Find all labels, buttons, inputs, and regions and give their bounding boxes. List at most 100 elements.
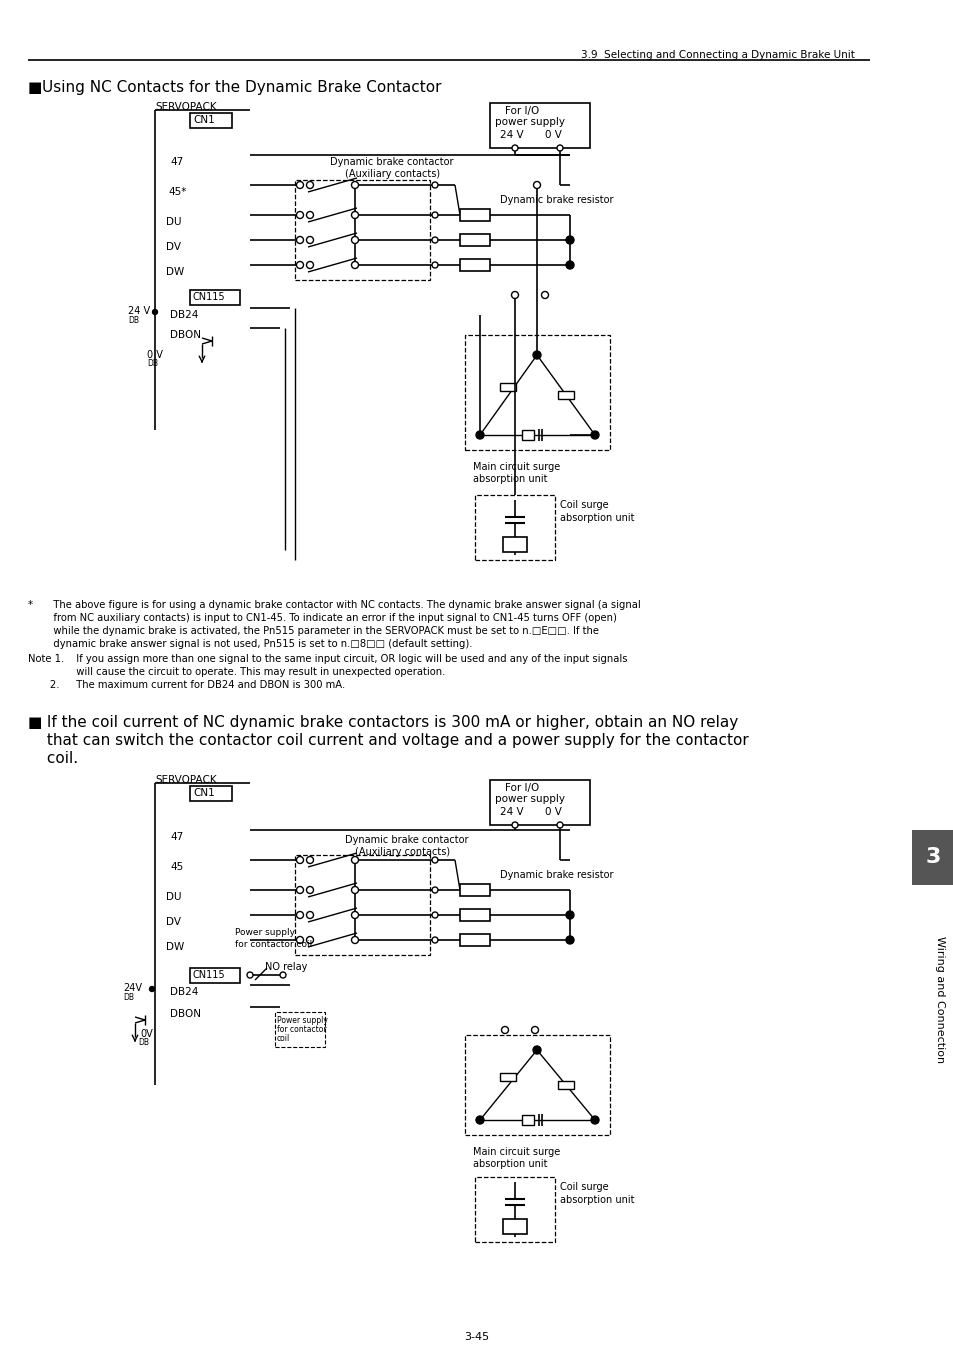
Circle shape [565, 936, 574, 944]
Text: CN1: CN1 [193, 115, 214, 126]
Bar [459, 234, 490, 246]
Text: 47: 47 [170, 832, 183, 842]
Circle shape [511, 292, 518, 298]
Circle shape [296, 856, 303, 864]
Circle shape [306, 911, 314, 918]
Bar [499, 383, 516, 392]
Bar [490, 103, 589, 148]
Text: 3: 3 [924, 846, 940, 867]
Circle shape [351, 856, 358, 864]
Circle shape [306, 181, 314, 189]
Circle shape [501, 1026, 508, 1034]
Circle shape [432, 182, 437, 188]
Text: The maximum current for DB24 and DBON is 300 mA.: The maximum current for DB24 and DBON is… [70, 680, 345, 690]
Bar [459, 909, 490, 921]
Text: while the dynamic brake is activated, the Pn515 parameter in the SERVOPACK must : while the dynamic brake is activated, th… [44, 626, 598, 636]
Text: DU: DU [166, 217, 181, 227]
Text: 0 V: 0 V [147, 350, 163, 360]
Text: For I/O: For I/O [504, 783, 538, 792]
Bar [521, 1115, 534, 1125]
Bar [502, 537, 526, 552]
Circle shape [306, 236, 314, 243]
Circle shape [152, 309, 157, 315]
Text: DB: DB [128, 316, 139, 325]
Text: CN1: CN1 [193, 788, 214, 798]
Circle shape [306, 856, 314, 864]
Text: absorption unit: absorption unit [559, 1195, 634, 1206]
Text: If you assign more than one signal to the same input circuit, OR logic will be u: If you assign more than one signal to th… [70, 653, 627, 664]
Circle shape [306, 262, 314, 269]
Text: Dynamic brake resistor: Dynamic brake resistor [499, 869, 613, 880]
Bar [558, 392, 574, 400]
Bar [274, 1012, 325, 1048]
Text: DB24: DB24 [170, 310, 198, 320]
Circle shape [590, 1116, 598, 1125]
Circle shape [296, 937, 303, 944]
Circle shape [541, 292, 548, 298]
Text: 24V: 24V [123, 983, 142, 994]
Text: Power supply: Power supply [276, 1017, 328, 1025]
Text: will cause the circuit to operate. This may result in unexpected operation.: will cause the circuit to operate. This … [70, 667, 445, 676]
Circle shape [590, 431, 598, 439]
Circle shape [351, 212, 358, 219]
Text: SERVOPACK: SERVOPACK [154, 775, 216, 784]
Circle shape [247, 972, 253, 977]
Text: Coil surge: Coil surge [559, 500, 608, 510]
Text: for contactor: for contactor [276, 1025, 326, 1034]
Text: 0 V: 0 V [544, 130, 561, 140]
Circle shape [565, 236, 574, 244]
Circle shape [432, 857, 437, 863]
Bar [464, 335, 609, 450]
Bar [459, 259, 490, 271]
Text: Note 1.: Note 1. [28, 653, 64, 664]
Text: 45*: 45* [168, 188, 186, 197]
Circle shape [533, 1046, 540, 1054]
Text: coil.: coil. [42, 751, 78, 765]
Circle shape [296, 911, 303, 918]
Bar [464, 1035, 609, 1135]
Bar [190, 968, 240, 983]
Bar [490, 780, 589, 825]
Text: dynamic brake answer signal is not used, Pn515 is set to n.□8□□ (default setting: dynamic brake answer signal is not used,… [44, 639, 472, 649]
Text: coil: coil [276, 1034, 290, 1044]
Text: DB: DB [123, 994, 133, 1002]
Text: absorption unit: absorption unit [473, 1160, 547, 1169]
Circle shape [476, 1116, 483, 1125]
Text: DB24: DB24 [170, 987, 198, 998]
Circle shape [351, 262, 358, 269]
Text: Dynamic brake contactor: Dynamic brake contactor [330, 157, 453, 167]
Circle shape [533, 181, 540, 189]
Text: from NC auxiliary contacts) is input to CN1-45. To indicate an error if the inpu: from NC auxiliary contacts) is input to … [44, 613, 617, 622]
Text: power supply: power supply [495, 794, 564, 805]
Bar [190, 290, 240, 305]
Text: that can switch the contactor coil current and voltage and a power supply for th: that can switch the contactor coil curre… [42, 733, 748, 748]
Bar [475, 495, 555, 560]
Text: CN115: CN115 [193, 971, 226, 980]
Text: DV: DV [166, 242, 181, 252]
Text: DB: DB [138, 1038, 149, 1048]
Circle shape [512, 144, 517, 151]
Circle shape [280, 972, 286, 977]
Text: 45: 45 [170, 863, 183, 872]
Circle shape [432, 937, 437, 944]
Text: DU: DU [166, 892, 181, 902]
Circle shape [432, 238, 437, 243]
Text: ■: ■ [28, 80, 42, 94]
Bar [459, 884, 490, 896]
Text: The above figure is for using a dynamic brake contactor with NC contacts. The dy: The above figure is for using a dynamic … [44, 599, 640, 610]
Circle shape [150, 987, 154, 991]
Bar [521, 431, 534, 440]
Circle shape [476, 431, 483, 439]
Text: absorption unit: absorption unit [559, 513, 634, 522]
Circle shape [296, 236, 303, 243]
Circle shape [512, 822, 517, 828]
Circle shape [565, 911, 574, 919]
Text: DBON: DBON [170, 329, 201, 340]
Bar [190, 786, 232, 801]
Text: CN115: CN115 [193, 292, 226, 302]
Circle shape [557, 144, 562, 151]
Text: NO relay: NO relay [265, 963, 307, 972]
Bar [499, 1073, 516, 1081]
Text: 24 V: 24 V [499, 130, 523, 140]
Text: ■: ■ [28, 716, 42, 730]
